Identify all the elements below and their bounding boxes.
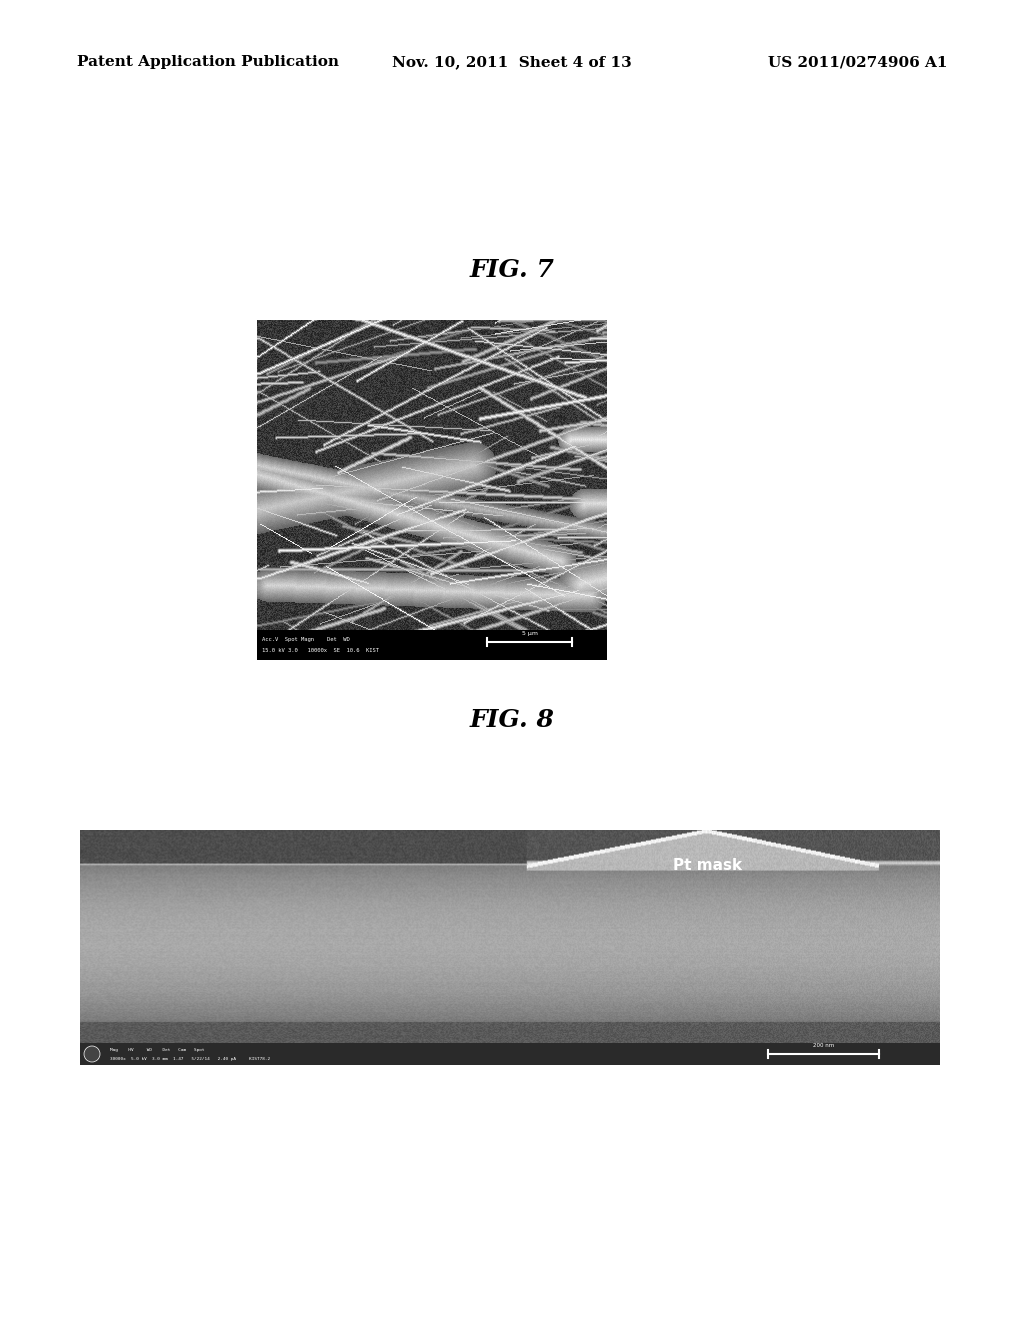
Text: Nov. 10, 2011  Sheet 4 of 13: Nov. 10, 2011 Sheet 4 of 13 bbox=[392, 55, 632, 70]
Text: Patent Application Publication: Patent Application Publication bbox=[77, 55, 339, 70]
Text: Pt mask: Pt mask bbox=[673, 858, 742, 874]
Text: 15.0 kV 3.0   10000x  SE  10.6  KIST: 15.0 kV 3.0 10000x SE 10.6 KIST bbox=[262, 648, 379, 652]
Text: FIG. 7: FIG. 7 bbox=[470, 257, 554, 282]
Bar bbox=[257, 630, 607, 660]
Text: US 2011/0274906 A1: US 2011/0274906 A1 bbox=[768, 55, 947, 70]
Text: 200 nm: 200 nm bbox=[813, 1043, 835, 1048]
Text: 5 μm: 5 μm bbox=[521, 631, 538, 636]
Bar bbox=[80, 1043, 940, 1065]
Text: FIG. 8: FIG. 8 bbox=[470, 708, 554, 733]
Text: Mag    HV     WD    Det   Cam   Spot: Mag HV WD Det Cam Spot bbox=[110, 1048, 205, 1052]
Text: Acc.V  Spot Magn    Det  WD: Acc.V Spot Magn Det WD bbox=[262, 636, 350, 642]
Circle shape bbox=[84, 1045, 100, 1063]
Text: 30000x  5.0 kV  3.0 mm  1.47   5/22/14   2.40 pA     KIST78-2: 30000x 5.0 kV 3.0 mm 1.47 5/22/14 2.40 p… bbox=[110, 1057, 270, 1061]
